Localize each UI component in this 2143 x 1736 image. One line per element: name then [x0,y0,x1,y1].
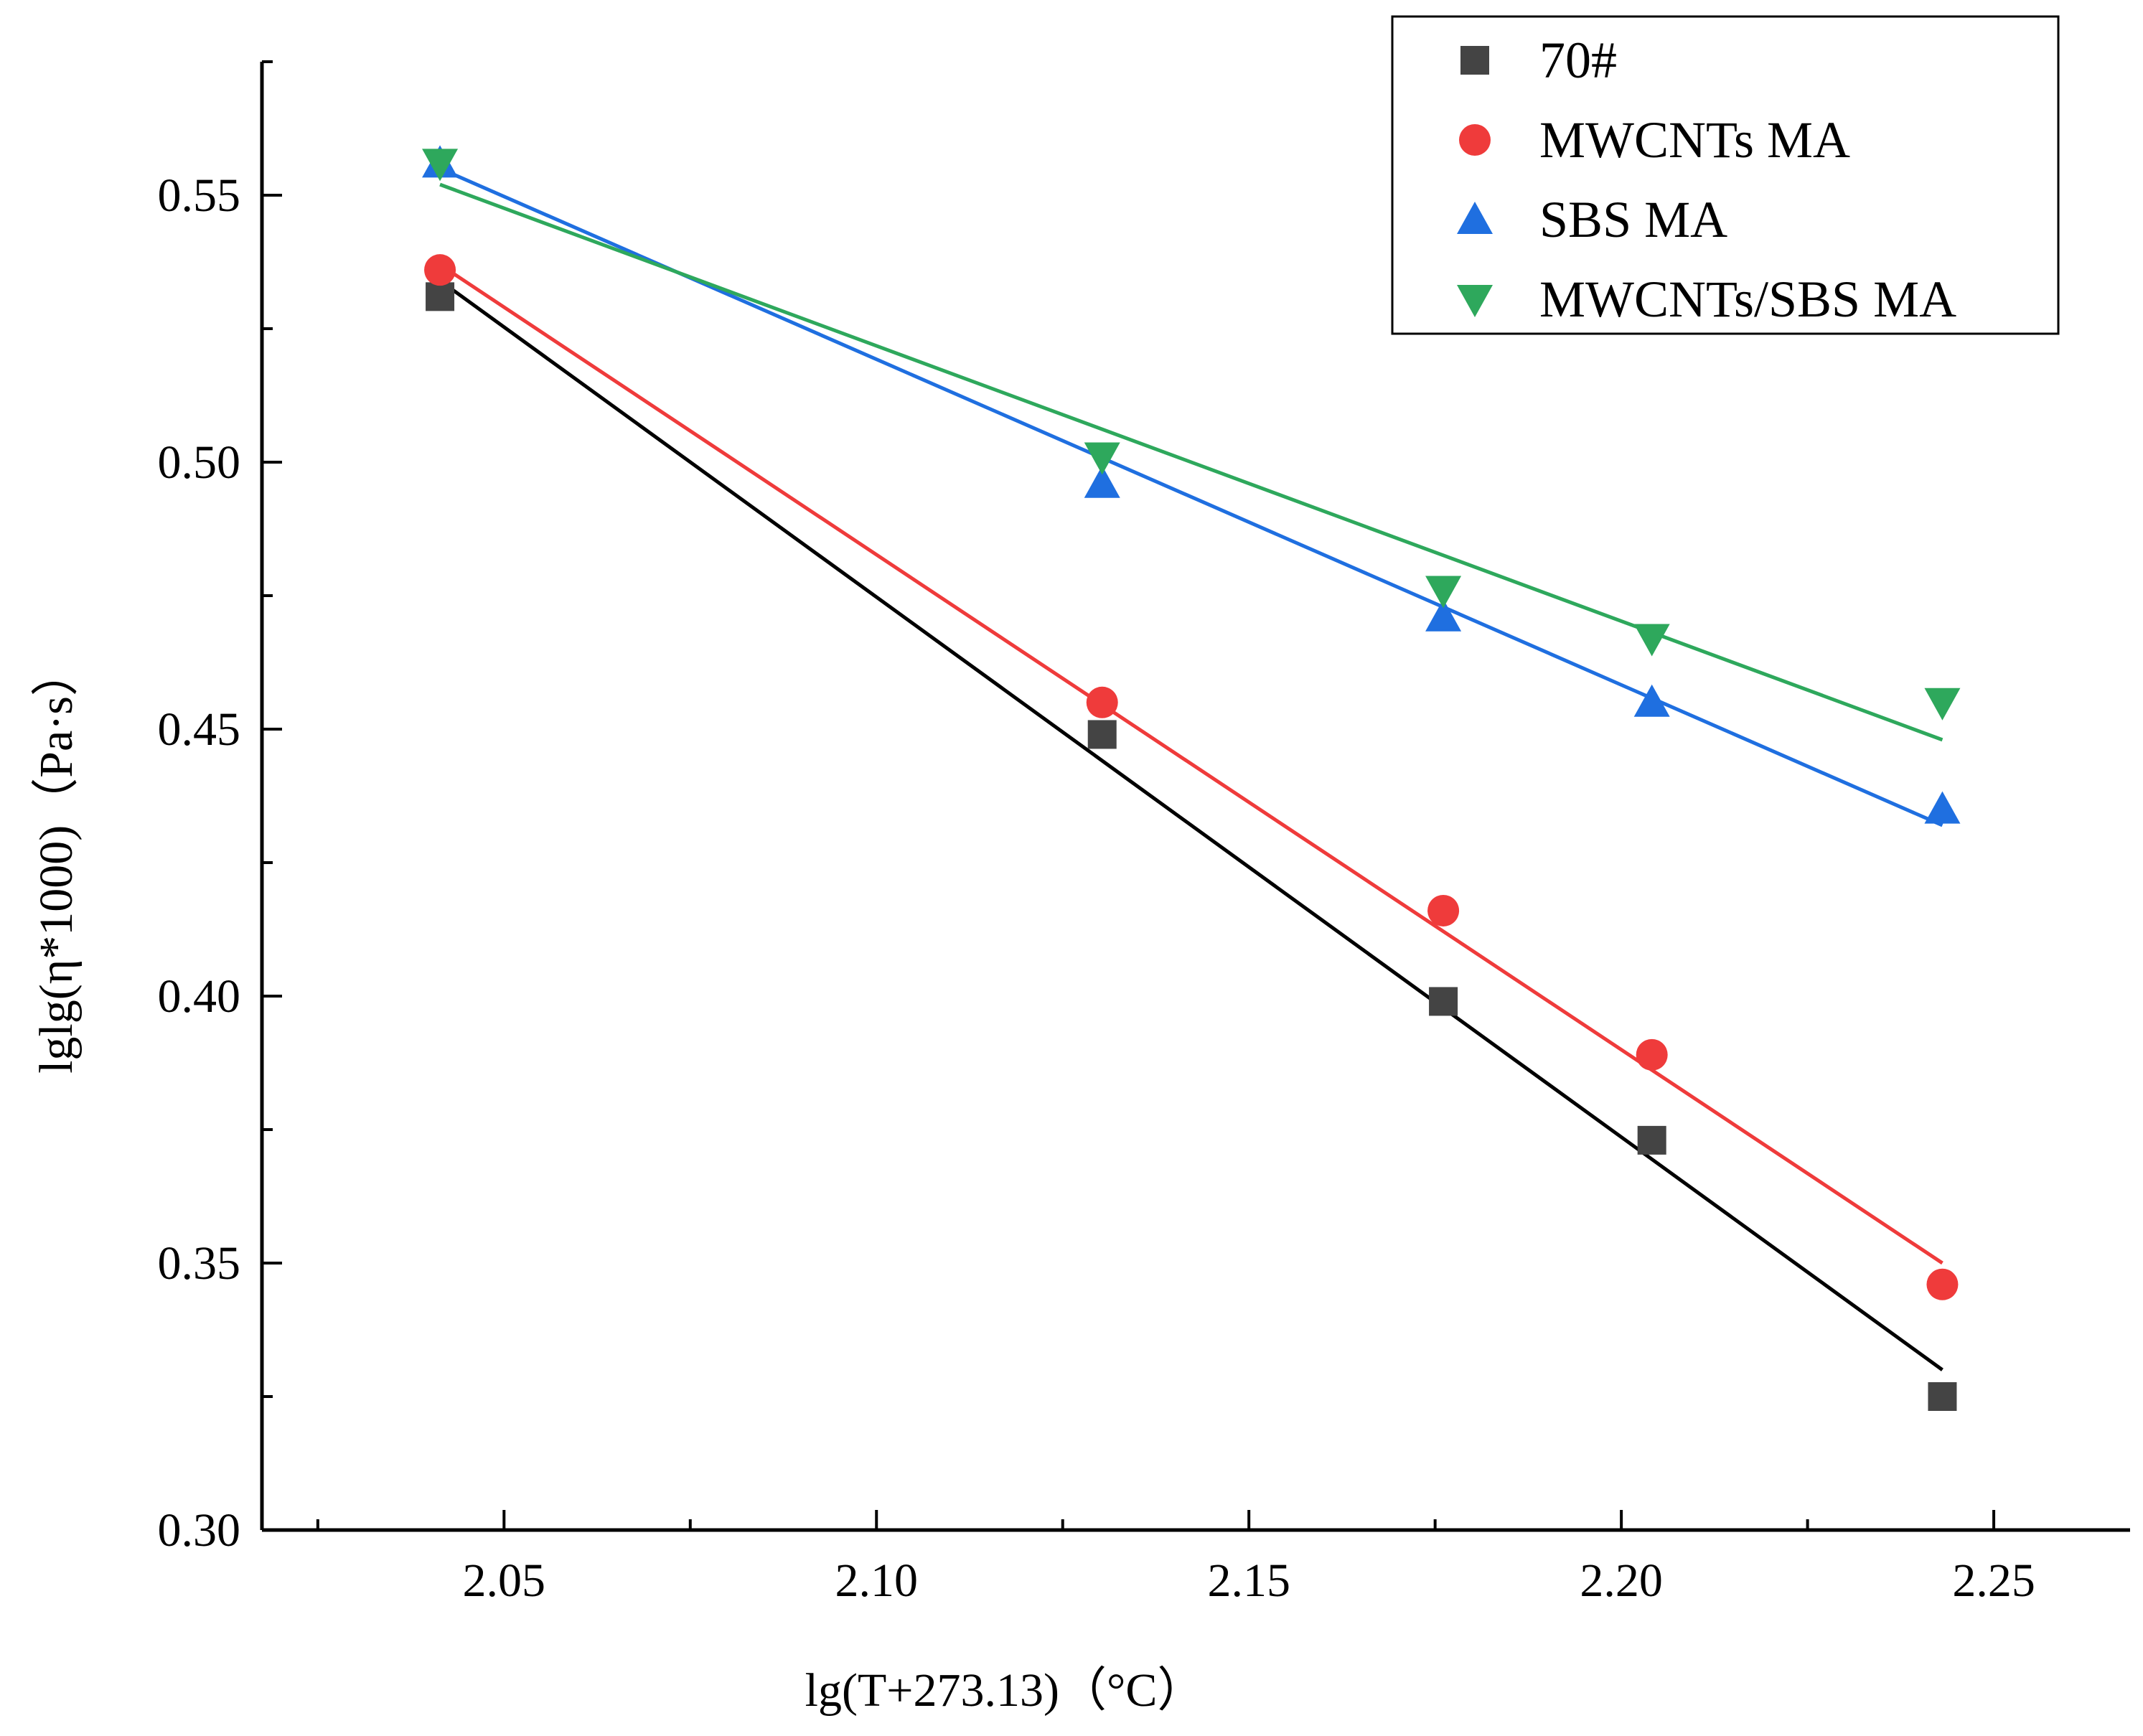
y-tick-label: 0.40 [158,970,241,1023]
data-point-series-0 [1429,987,1458,1016]
y-tick-label: 0.30 [158,1504,241,1557]
legend-label: 70# [1539,32,1617,89]
fit-line-series-1 [439,263,1943,1265]
x-tick-label: 2.10 [835,1554,919,1607]
data-point-series-1 [1636,1038,1668,1071]
legend-box [1391,15,2060,335]
x-tick-label: 2.20 [1580,1554,1663,1607]
data-point-series-3 [422,149,459,182]
x-tick-label: 2.05 [463,1554,546,1607]
data-point-series-3 [1425,576,1462,609]
x-tick-label: 2.15 [1207,1554,1290,1607]
legend-label: SBS MA [1539,191,1727,248]
data-point-series-3 [1924,688,1961,721]
markers [422,145,1961,1411]
axes: 2.05 2.10 2.15 2.20 2.25 0.30 0.35 0.40 0.45 0.50… [158,60,2130,1607]
y-axis-title: lglg(η*1000)（Pa·s） [30,649,83,1074]
legend-marker [1457,202,1493,234]
data-point-series-1 [1427,894,1460,926]
fit-lines [439,166,1943,1371]
data-point-series-1 [1086,686,1118,718]
legend-label: MWCNTs/SBS MA [1539,271,1956,328]
data-point-series-0 [1637,1125,1666,1155]
legend: 70# MWCNTs MA SBS MA MWCNTs/SBS MA [1391,15,2060,335]
y-tick-label: 0.45 [158,703,241,756]
data-point-series-1 [1926,1268,1959,1300]
y-tick-label: 0.50 [158,436,241,489]
data-point-series-1 [424,254,456,286]
legend-marker [1459,124,1491,156]
data-point-series-2 [1924,791,1961,824]
data-point-series-2 [1084,465,1120,498]
legend-label: MWCNTs MA [1539,111,1850,169]
data-point-series-3 [1084,442,1120,475]
fit-line-series-0 [439,279,1943,1371]
fit-line-series-3 [439,182,1943,742]
legend-marker [1457,285,1493,317]
data-point-series-0 [426,282,455,311]
data-point-series-3 [1633,624,1670,657]
y-tick-label: 0.35 [158,1237,241,1290]
x-tick-label: 2.25 [1952,1554,2035,1607]
data-point-series-2 [1633,684,1670,717]
legend-marker [1460,46,1489,75]
y-tick-label: 0.55 [158,169,241,222]
data-point-series-2 [1425,599,1462,632]
x-axis-title: lg(T+273.13)（°C） [805,1664,1205,1717]
data-point-series-0 [1087,720,1117,749]
data-point-series-0 [1928,1382,1957,1411]
